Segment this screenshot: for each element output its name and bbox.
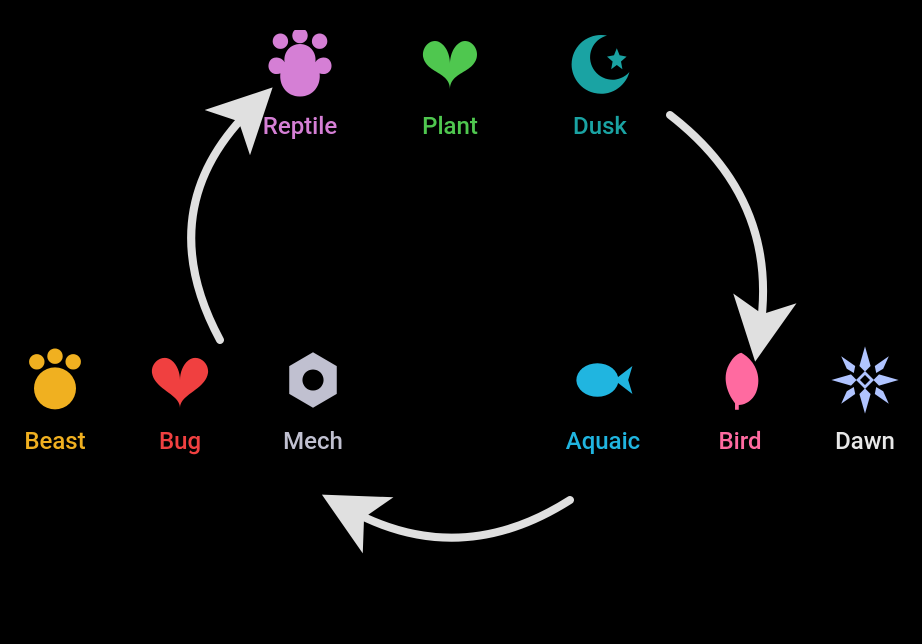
- bird-icon: [705, 345, 775, 415]
- node-beast: Beast: [0, 345, 115, 455]
- aquatic-icon: [568, 345, 638, 415]
- label-mech: Mech: [283, 427, 343, 455]
- bug-icon: [145, 345, 215, 415]
- node-bug: Bug: [120, 345, 240, 455]
- reptile-icon: [265, 30, 335, 100]
- label-aquatic: Aquaic: [566, 427, 640, 455]
- beast-icon: [20, 345, 90, 415]
- node-dawn: Dawn: [805, 345, 922, 455]
- label-plant: Plant: [422, 112, 478, 140]
- dawn-icon: [830, 345, 900, 415]
- dusk-icon: [565, 30, 635, 100]
- node-plant: Plant: [390, 30, 510, 140]
- arrow-dusk-to-bird: [670, 115, 763, 330]
- label-bird: Bird: [718, 427, 761, 455]
- label-beast: Beast: [24, 427, 85, 455]
- arrow-mech-to-reptile: [191, 110, 250, 340]
- node-mech: Mech: [253, 345, 373, 455]
- label-dawn: Dawn: [835, 427, 895, 455]
- label-bug: Bug: [159, 427, 201, 455]
- label-dusk: Dusk: [573, 112, 627, 140]
- node-reptile: Reptile: [240, 30, 360, 140]
- label-reptile: Reptile: [263, 112, 338, 140]
- plant-icon: [415, 30, 485, 100]
- node-dusk: Dusk: [540, 30, 660, 140]
- node-bird: Bird: [680, 345, 800, 455]
- arrow-aquatic-to-mech: [350, 500, 570, 538]
- node-aquatic: Aquaic: [543, 345, 663, 455]
- mech-icon: [278, 345, 348, 415]
